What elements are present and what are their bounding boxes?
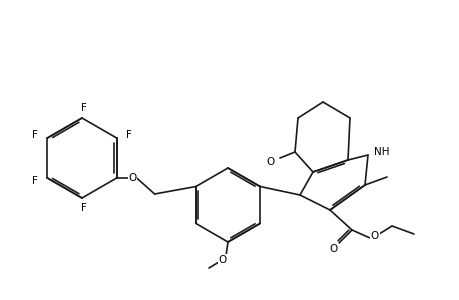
Text: O: O (218, 255, 227, 265)
Text: F: F (125, 130, 131, 140)
Text: F: F (32, 130, 38, 140)
Text: O: O (266, 157, 274, 167)
Text: F: F (81, 103, 87, 113)
Text: O: O (370, 231, 378, 241)
Text: F: F (32, 176, 38, 186)
Text: NH: NH (374, 147, 389, 157)
Text: F: F (81, 203, 87, 213)
Text: O: O (329, 244, 337, 254)
Text: O: O (128, 173, 136, 183)
